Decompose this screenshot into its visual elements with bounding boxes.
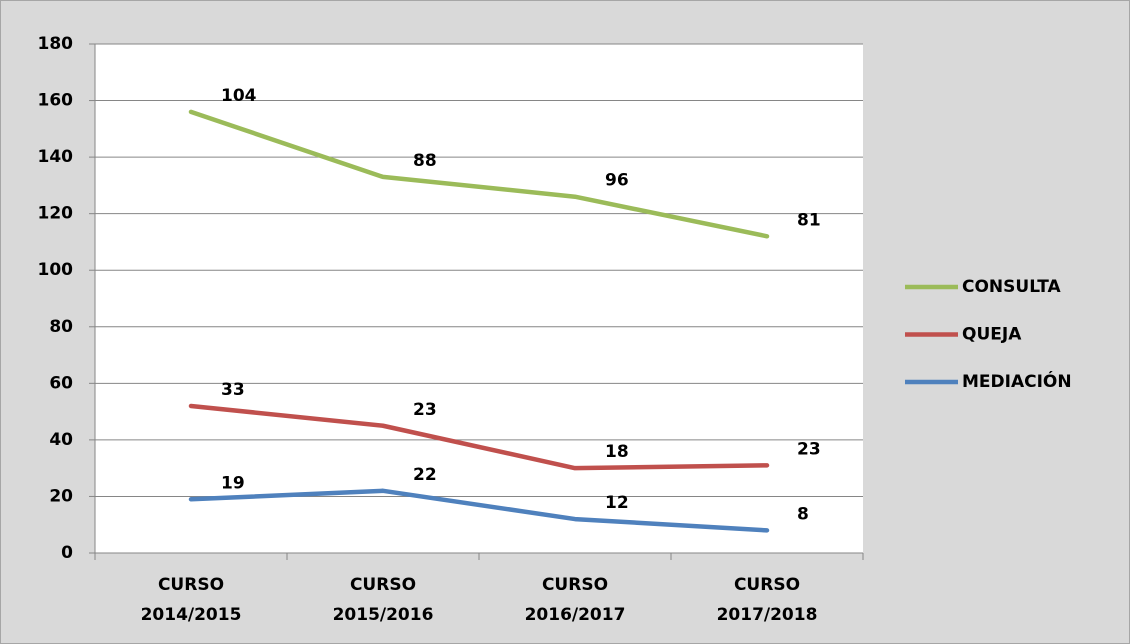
x-tick-label: CURSO 2014/2015 [140, 575, 242, 625]
y-tick-label: 180 [38, 34, 74, 54]
data-label: 22 [413, 465, 437, 485]
data-label: 96 [605, 171, 629, 191]
data-label: 8 [797, 504, 809, 524]
legend-label: CONSULTA [962, 277, 1061, 297]
series-line [188, 403, 770, 471]
x-tick-label: CURSO 2016/2017 [524, 575, 626, 625]
y-tick-label: 100 [38, 260, 74, 280]
y-tick-label: 60 [49, 373, 73, 393]
x-tick-label: CURSO 2017/2018 [716, 575, 818, 625]
y-tick-label: 80 [49, 317, 73, 337]
data-label: 18 [605, 442, 629, 462]
y-tick-label: 160 [38, 91, 74, 111]
series-line [188, 109, 770, 239]
data-label: 104 [221, 86, 257, 106]
y-tick-label: 0 [61, 543, 73, 563]
data-label: 23 [797, 439, 821, 459]
y-tick-label: 40 [49, 430, 73, 450]
x-tick-label: CURSO 2015/2016 [332, 575, 434, 625]
data-label: 81 [797, 210, 821, 230]
data-label: 33 [221, 380, 245, 400]
series-line [188, 488, 770, 533]
data-label: 23 [413, 400, 437, 420]
y-tick-label: 120 [38, 204, 74, 224]
y-tick-label: 20 [49, 486, 73, 506]
legend-label: QUEJA [962, 325, 1022, 345]
plot-area [95, 44, 863, 553]
legend-label: MEDIACIÓN [962, 370, 1072, 392]
y-tick-label: 140 [38, 147, 74, 167]
data-label: 19 [221, 473, 245, 493]
data-label: 12 [605, 493, 629, 513]
data-label: 88 [413, 151, 437, 171]
